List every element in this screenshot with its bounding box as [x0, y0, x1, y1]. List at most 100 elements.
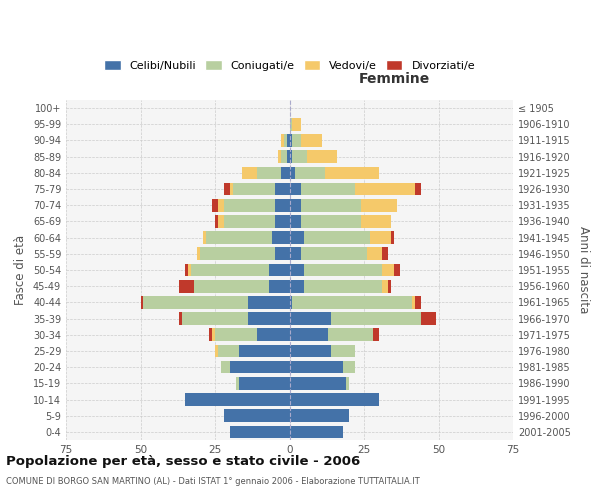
Bar: [292, 134, 301, 147]
Bar: [388, 280, 391, 292]
Bar: [236, 377, 239, 390]
Bar: [391, 232, 394, 244]
Bar: [355, 182, 415, 196]
Bar: [215, 215, 218, 228]
Bar: [224, 182, 230, 196]
Bar: [212, 199, 218, 211]
Bar: [382, 264, 394, 276]
Bar: [224, 410, 290, 422]
Bar: [304, 232, 370, 244]
Bar: [415, 182, 421, 196]
Bar: [275, 199, 290, 211]
Bar: [290, 248, 301, 260]
Bar: [233, 182, 275, 196]
Text: COMUNE DI BORGO SAN MARTINO (AL) - Dati ISTAT 1° gennaio 2006 - Elaborazione TUT: COMUNE DI BORGO SAN MARTINO (AL) - Dati …: [6, 478, 420, 486]
Bar: [287, 134, 290, 147]
Bar: [203, 232, 206, 244]
Bar: [290, 232, 304, 244]
Bar: [290, 199, 301, 211]
Bar: [275, 182, 290, 196]
Bar: [421, 312, 436, 325]
Bar: [287, 150, 290, 163]
Bar: [301, 215, 361, 228]
Bar: [367, 248, 382, 260]
Bar: [290, 134, 292, 147]
Bar: [182, 312, 248, 325]
Bar: [269, 264, 290, 276]
Bar: [218, 344, 239, 358]
Bar: [292, 118, 301, 130]
Bar: [361, 215, 391, 228]
Bar: [242, 166, 257, 179]
Bar: [257, 166, 281, 179]
Bar: [290, 118, 292, 130]
Bar: [194, 280, 269, 292]
Bar: [328, 328, 373, 341]
Bar: [248, 296, 290, 308]
Bar: [292, 296, 412, 308]
Bar: [239, 344, 290, 358]
Bar: [382, 248, 388, 260]
Bar: [290, 150, 292, 163]
Bar: [179, 312, 182, 325]
Y-axis label: Anni di nascita: Anni di nascita: [577, 226, 590, 314]
Bar: [304, 264, 382, 276]
Bar: [209, 328, 212, 341]
Bar: [284, 134, 287, 147]
Bar: [224, 215, 275, 228]
Bar: [412, 296, 415, 308]
Bar: [325, 166, 379, 179]
Bar: [188, 264, 191, 276]
Bar: [290, 393, 379, 406]
Bar: [307, 150, 337, 163]
Bar: [382, 280, 388, 292]
Bar: [301, 199, 361, 211]
Bar: [331, 312, 421, 325]
Bar: [281, 150, 287, 163]
Bar: [143, 296, 248, 308]
Bar: [197, 248, 200, 260]
Bar: [281, 166, 290, 179]
Bar: [290, 312, 331, 325]
Bar: [290, 215, 301, 228]
Bar: [221, 361, 230, 374]
Bar: [290, 344, 331, 358]
Bar: [292, 150, 307, 163]
Bar: [331, 344, 355, 358]
Bar: [218, 199, 224, 211]
Bar: [301, 248, 367, 260]
Bar: [361, 199, 397, 211]
Bar: [140, 296, 143, 308]
Bar: [230, 361, 290, 374]
Bar: [290, 410, 349, 422]
Bar: [290, 280, 304, 292]
Bar: [281, 134, 284, 147]
Bar: [200, 248, 275, 260]
Text: Femmine: Femmine: [359, 72, 430, 86]
Bar: [239, 377, 290, 390]
Bar: [230, 182, 233, 196]
Bar: [206, 232, 272, 244]
Bar: [185, 264, 188, 276]
Bar: [415, 296, 421, 308]
Y-axis label: Fasce di età: Fasce di età: [14, 235, 27, 305]
Bar: [301, 182, 355, 196]
Bar: [290, 296, 292, 308]
Bar: [191, 264, 269, 276]
Legend: Celibi/Nubili, Coniugati/e, Vedovi/e, Divorziati/e: Celibi/Nubili, Coniugati/e, Vedovi/e, Di…: [102, 58, 477, 73]
Bar: [179, 280, 194, 292]
Bar: [230, 426, 290, 438]
Bar: [290, 166, 295, 179]
Bar: [290, 377, 346, 390]
Bar: [290, 426, 343, 438]
Bar: [272, 232, 290, 244]
Bar: [215, 344, 218, 358]
Bar: [185, 393, 290, 406]
Bar: [301, 134, 322, 147]
Bar: [275, 248, 290, 260]
Bar: [295, 166, 325, 179]
Bar: [218, 215, 224, 228]
Bar: [275, 215, 290, 228]
Bar: [373, 328, 379, 341]
Bar: [212, 328, 215, 341]
